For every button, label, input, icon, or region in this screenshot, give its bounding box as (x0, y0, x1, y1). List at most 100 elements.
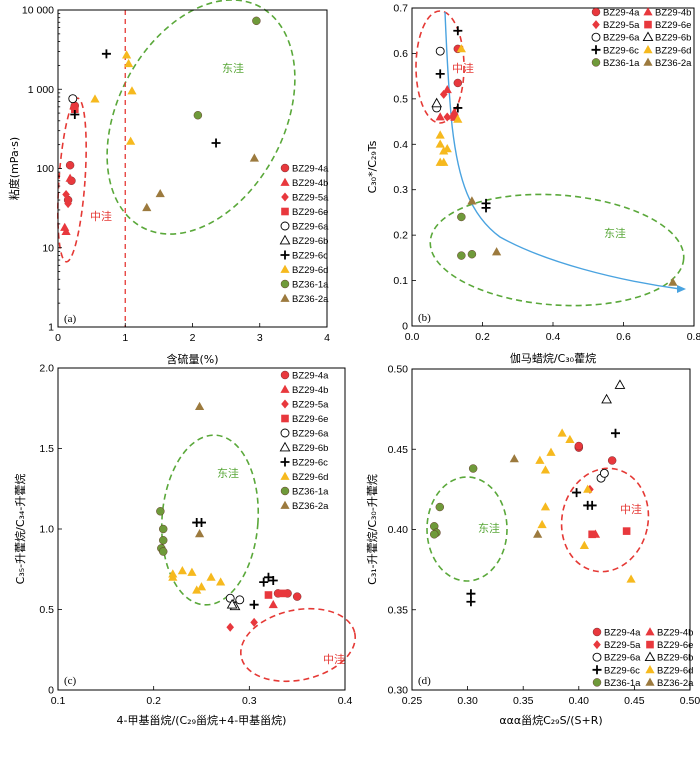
x-tick-label: 0.2 (146, 695, 161, 707)
data-point (124, 58, 134, 68)
y-tick-label: 0.40 (388, 524, 409, 536)
x-tick-label: 0.8 (687, 331, 700, 343)
data-point (252, 16, 261, 26)
data-point (572, 488, 582, 498)
data-point (65, 173, 75, 182)
data-point (206, 572, 216, 581)
data-point (177, 566, 187, 575)
legend-label: BZ29-6a (292, 429, 329, 440)
data-point (263, 572, 273, 582)
legend-marker (280, 221, 290, 231)
legend-label: BZ29-5a (604, 640, 641, 651)
legend-marker (593, 640, 601, 650)
legend-marker (591, 32, 601, 42)
legend-label: BZ29-6d (292, 265, 328, 276)
y-tick-label: 2.0 (39, 363, 54, 375)
data-point (187, 567, 197, 576)
data-point (466, 589, 476, 599)
legend-label: BZ29-6b (657, 653, 693, 664)
y-tick-label: 1 (48, 322, 54, 334)
legend-marker (280, 163, 290, 173)
legend-marker (280, 428, 290, 438)
data-point (435, 502, 444, 512)
x-tick-label: 0.6 (616, 331, 631, 343)
legend-label: BZ29-4a (604, 628, 641, 639)
legend-marker (592, 20, 600, 30)
data-point (211, 138, 221, 148)
y-tick-label: 100 (36, 163, 54, 175)
region-ellipse-red (415, 10, 465, 124)
data-point (588, 530, 596, 539)
y-tick-label: 0.5 (39, 604, 54, 616)
data-point (64, 199, 72, 209)
data-point (622, 527, 631, 535)
y-tick-label: 0.5 (393, 93, 408, 105)
data-point (194, 529, 205, 538)
region-ellipse-red (240, 607, 356, 683)
data-point (126, 136, 136, 145)
legend-label: BZ36-1a (292, 280, 329, 291)
legend-label: BZ36-1a (603, 58, 640, 69)
data-point (249, 153, 259, 162)
legend-label: BZ29-6a (603, 33, 640, 44)
data-point (431, 97, 443, 108)
legend-label: BZ29-4a (292, 371, 329, 382)
legend-label: BZ36-2a (655, 58, 692, 69)
legend-marker (591, 45, 601, 55)
region-label-red: 中洼 (323, 652, 345, 666)
legend-marker (280, 457, 290, 467)
legend-marker (281, 399, 289, 409)
data-point (193, 111, 203, 120)
data-point (71, 105, 79, 114)
data-point (546, 447, 556, 456)
data-point (235, 595, 245, 605)
legend-label: BZ29-6c (604, 665, 640, 676)
legend-marker (643, 57, 653, 66)
region-ellipse-green (106, 0, 296, 235)
legend-marker (642, 31, 654, 42)
legend-marker (280, 250, 290, 260)
data-point (279, 589, 287, 598)
data-point (249, 600, 259, 610)
legend-label: BZ29-6d (292, 472, 328, 483)
data-point (192, 585, 202, 594)
data-point (156, 507, 165, 516)
data-point (537, 519, 547, 529)
x-axis-label: ααα甾烷C₂₉S/(S+R) (499, 713, 602, 727)
y-axis-label: C₃₁-升藿烷/C₃₀-升藿烷 (365, 474, 379, 585)
legend-label: BZ29-6c (603, 45, 639, 56)
legend-label: BZ29-6d (657, 665, 693, 676)
legend-label: BZ29-6a (604, 653, 641, 664)
legend-label: BZ29-4a (292, 164, 329, 175)
region-ellipse-red (560, 467, 650, 573)
legend-label: BZ29-4b (292, 178, 328, 189)
data-point (268, 576, 278, 586)
data-point (68, 94, 78, 104)
region-ellipse-green (426, 476, 508, 582)
region-ellipse-red (57, 97, 87, 263)
data-point (540, 502, 551, 511)
x-tick-label: 3 (257, 332, 263, 344)
data-point (155, 188, 165, 198)
x-tick-label: 0.3 (242, 695, 257, 707)
legend-label: BZ36-2a (657, 678, 694, 689)
legend-marker (280, 177, 290, 186)
data-point (142, 202, 152, 212)
legend-marker (281, 207, 289, 216)
data-point (121, 50, 132, 59)
data-point (226, 622, 234, 632)
legend-marker (280, 471, 290, 480)
data-point (70, 110, 80, 120)
data-point (457, 251, 466, 260)
legend-marker (592, 665, 602, 675)
legend-marker (280, 370, 290, 380)
panel-label: (b) (418, 312, 431, 324)
data-point (292, 592, 302, 601)
data-point (435, 139, 445, 148)
data-point (610, 428, 620, 438)
region-label-green: 东洼 (222, 61, 244, 75)
data-point (481, 198, 491, 208)
